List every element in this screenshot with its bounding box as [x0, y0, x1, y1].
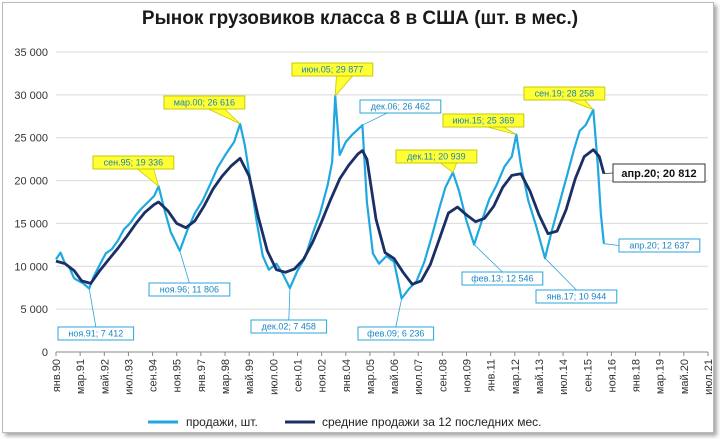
x-tick-label: мар.19: [655, 359, 667, 394]
annotation-label: сен.19; 28 258: [535, 89, 595, 99]
x-tick-label: янв.11: [486, 359, 498, 391]
x-axis-ticks: янв.90 мар.91 май.92 июл.93 сен.94 ноя.95 янв.…: [51, 352, 715, 395]
x-tick-label: янв.97: [196, 359, 208, 392]
annotation-label: дек.06; 26 462: [371, 102, 430, 112]
annotation-box: [612, 163, 706, 183]
annotation-label: июн.15; 25 369: [453, 116, 515, 126]
x-tick-label: янв.18: [631, 359, 643, 392]
x-tick-label: ноя.09: [462, 359, 474, 392]
annotation-label: июн.05; 29 877: [302, 65, 364, 75]
annotation-pointer: [179, 250, 190, 284]
annotation-pointer: [603, 172, 614, 175]
x-tick-label: май.92: [99, 359, 111, 394]
annotation-label: фев.09; 6 236: [367, 329, 424, 339]
annotation-box: [250, 319, 328, 334]
legend: продажи, шт. средние продажи за 12 послед…: [148, 415, 541, 429]
series-lines: [55, 94, 606, 300]
annotation-pointer: [473, 244, 503, 273]
annotation-label: апр.20; 20 812: [621, 168, 696, 180]
x-tick-label: июл.14: [558, 359, 570, 395]
annotation-pointer: [603, 243, 620, 246]
annotation-label: апр.20; 12 637: [629, 241, 689, 251]
annotation-label: ноя.91; 7 412: [68, 329, 123, 339]
x-tick-label: сен.01: [292, 359, 304, 392]
annotation-pointer: [395, 298, 403, 328]
annotation-box: [357, 326, 435, 341]
annotation-pointer: [288, 288, 291, 321]
annotation-label: дек.02; 7 458: [262, 322, 316, 332]
x-tick-label: май.20: [679, 359, 691, 394]
annotation-label: ноя.96; 11 806: [160, 285, 219, 295]
x-tick-label: сен.08: [437, 359, 449, 392]
annotation-pointer: [487, 126, 517, 135]
sales-line: [55, 94, 605, 300]
y-tick-label: 25 000: [14, 133, 48, 145]
x-tick-label: май.99: [244, 359, 256, 394]
x-tick-label: мар.12: [510, 359, 522, 394]
y-tick-label: 30 000: [14, 90, 48, 102]
annotation-box: [291, 62, 374, 77]
annotation-pointer: [568, 99, 594, 111]
annotation-box: [535, 289, 618, 304]
annotation-box: [148, 282, 231, 297]
annotation-label: янв.17; 10 944: [547, 292, 607, 302]
y-tick-label: 0: [42, 347, 48, 359]
x-tick-label: янв.04: [341, 359, 353, 392]
annotation-label: фев.13; 12 546: [471, 274, 533, 284]
annotation-label: дек.11; 20 939: [407, 152, 466, 162]
x-tick-label: ноя.16: [606, 359, 618, 392]
annotation-box: [92, 155, 175, 170]
x-tick-label: мар.05: [365, 359, 377, 394]
avg-12m-line: [55, 148, 606, 286]
y-tick-label: 20 000: [14, 176, 48, 188]
x-tick-label: июл.00: [268, 359, 280, 395]
x-tick-label: ноя.95: [172, 359, 184, 392]
annotation-box: [618, 238, 701, 253]
annotation-box: [163, 95, 246, 110]
annotations: ноя.91; 7 412 сен.95; 19 336 ноя.96; 11 80…: [57, 62, 706, 341]
x-tick-label: сен.94: [148, 359, 160, 392]
x-tick-label: май.13: [534, 359, 546, 394]
annotation-box: [395, 149, 478, 164]
annotation-pointer: [88, 288, 97, 328]
x-tick-label: июл.93: [123, 359, 135, 395]
x-tick-label: ноя.02: [317, 359, 329, 392]
x-tick-label: мар.98: [220, 359, 232, 394]
annotation-pointer: [439, 162, 458, 174]
annotation-box: [57, 326, 135, 341]
x-tick-label: июл.07: [413, 359, 425, 395]
grid-lines: [56, 51, 708, 353]
annotation-box: [442, 113, 525, 128]
y-tick-label: 35 000: [14, 47, 48, 59]
x-tick-label: мар.91: [75, 359, 87, 394]
x-tick-label: янв.90: [51, 359, 63, 392]
y-tick-label: 15 000: [14, 218, 48, 230]
annotation-pointer: [208, 108, 241, 125]
annotation-box: [461, 271, 544, 286]
annotation-pointer: [136, 168, 160, 188]
legend-label-avg: средние продажи за 12 последних мес.: [322, 415, 541, 429]
y-tick-label: 10 000: [14, 261, 48, 273]
chart-title: Рынок грузовиков класса 8 в США (шт. в м…: [141, 8, 579, 29]
annotation-label: сен.95; 19 336: [104, 158, 164, 168]
x-tick-label: май.06: [389, 359, 401, 394]
annotation-label: мар.00; 26 616: [174, 98, 235, 108]
annotation-box: [359, 99, 442, 114]
annotation-pointer: [334, 75, 354, 98]
legend-label-sales: продажи, шт.: [186, 415, 258, 429]
annotation-pointer: [544, 257, 577, 291]
x-tick-label: сен.15: [582, 359, 594, 392]
annotation-box: [523, 86, 606, 101]
y-axis-ticks: 0 5 000 10 000 15 000 20 000 25 000 30 000 35 0…: [14, 47, 48, 359]
y-tick-label: 5 000: [20, 304, 48, 316]
x-tick-label: июл.21: [703, 359, 715, 395]
